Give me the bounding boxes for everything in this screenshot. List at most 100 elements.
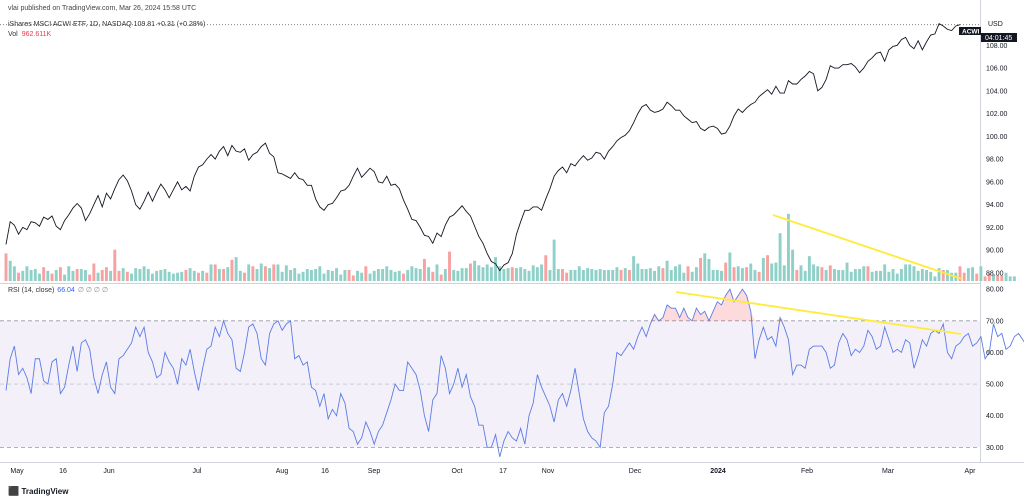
volume-bar	[330, 270, 334, 281]
time-tick-label: Feb	[801, 468, 813, 475]
volume-bar	[155, 270, 159, 281]
volume-bar	[42, 267, 46, 281]
volume-bar	[728, 252, 732, 281]
volume-bar	[372, 270, 376, 281]
rsi-tick-label: 60.00	[986, 350, 1004, 357]
volume-bar	[4, 253, 8, 281]
volume-bar	[833, 269, 836, 281]
volume-bar	[406, 269, 410, 281]
volume-bar	[757, 271, 761, 281]
price-tick-label: 92.00	[986, 225, 1004, 232]
price-tick-label: 98.00	[986, 157, 1004, 164]
volume-bar	[171, 273, 175, 281]
tradingview-brand[interactable]: ⬛ TradingView	[8, 486, 68, 497]
rsi-extra: ∅ ∅ ∅ ∅	[77, 287, 109, 294]
volume-bar	[113, 249, 117, 281]
volume-bar	[749, 263, 753, 281]
volume-bar	[816, 266, 820, 281]
volume-bar	[648, 268, 652, 281]
volume-bar	[803, 270, 807, 281]
volume-bar	[71, 270, 75, 281]
volume-bar	[615, 267, 619, 281]
volume-bar	[84, 269, 87, 281]
rsi-tick-label: 30.00	[986, 445, 1004, 452]
volume-bar	[79, 269, 83, 281]
volume-bar	[192, 270, 196, 281]
volume-bar	[690, 271, 694, 281]
time-axis[interactable]: May 16 Jun Jul Aug 16 Sep Oct 17 Nov Dec 2024 Feb Mar…	[10, 468, 976, 475]
volume-bar	[422, 258, 426, 281]
volume-bar	[540, 264, 544, 281]
volume-bar	[301, 271, 305, 281]
volume-bar	[276, 264, 280, 281]
volume-bar	[360, 272, 364, 281]
price-tick-label: 94.00	[986, 202, 1004, 209]
volume-bar	[883, 264, 887, 281]
volume-bar	[67, 266, 71, 281]
volume-bar	[381, 269, 385, 281]
volume-bar	[167, 271, 171, 281]
volume-bar	[962, 272, 966, 281]
volume-bar	[506, 268, 510, 281]
volume-bar	[958, 266, 962, 281]
volume-bar	[293, 268, 297, 281]
volume-bar	[431, 271, 435, 281]
volume-bar	[335, 268, 339, 281]
volume-bar	[623, 268, 627, 281]
volume-bar	[150, 273, 154, 281]
published-note: vlai published on TradingView.com, Mar 2…	[8, 5, 197, 12]
volume-bar	[979, 266, 983, 281]
volume-bar	[197, 272, 200, 281]
volume-bar	[561, 269, 564, 281]
volume-bar	[238, 270, 242, 281]
volume-bar	[870, 271, 874, 281]
symbol-badge-text: ACWI	[962, 29, 980, 36]
symbol-badge	[959, 27, 981, 35]
rsi-axis[interactable]: 80.00 70.00 60.00 50.00 40.00 30.00	[986, 287, 1004, 452]
volume-bar	[443, 269, 447, 281]
volume-bar	[966, 268, 970, 281]
volume-bar	[761, 258, 765, 281]
volume-bar	[464, 268, 468, 281]
volume-bar	[322, 273, 326, 281]
volume-bar	[577, 266, 581, 281]
volume-bar	[611, 269, 615, 281]
volume-bar	[1004, 272, 1008, 281]
rsi-tick-label: 70.00	[986, 318, 1004, 325]
price-axis[interactable]: 108.00 106.00 104.00 102.00 100.00 98.00 96.00…	[986, 43, 1008, 278]
volume-bar	[63, 274, 67, 281]
volume-bar	[326, 269, 330, 281]
volume-bar	[121, 268, 125, 281]
volume-bar	[473, 260, 477, 281]
volume-bar	[138, 269, 142, 281]
volume-bar	[452, 269, 456, 281]
volume-bar	[987, 273, 991, 281]
volume-bar	[46, 270, 50, 281]
time-tick-label: Jun	[103, 468, 114, 475]
volume-trendline[interactable]	[772, 214, 963, 280]
volume-bar	[920, 269, 924, 281]
volume-bar	[268, 268, 272, 281]
volume-bar	[674, 266, 677, 281]
volume-bar	[8, 260, 12, 281]
volume-bar	[104, 267, 108, 281]
volume-bar	[117, 270, 121, 281]
time-tick-label: Dec	[629, 468, 642, 475]
volume-bar	[180, 271, 184, 281]
volume-bar	[92, 263, 96, 281]
volume-bar	[678, 264, 682, 281]
time-tick-label: Apr	[965, 468, 977, 475]
volume-bar	[904, 264, 908, 281]
volume-bar	[96, 272, 100, 281]
volume-bar	[184, 269, 188, 281]
volume-bar	[975, 273, 979, 281]
rsi-trendline[interactable]	[675, 291, 962, 335]
volume-bar	[937, 268, 941, 281]
volume-bar	[1000, 275, 1004, 281]
volume-bar	[828, 265, 832, 281]
volume-bar	[297, 273, 301, 281]
volume-bar	[627, 269, 631, 281]
volume-bar	[607, 269, 610, 281]
volume-value: 962.611K	[21, 31, 52, 38]
